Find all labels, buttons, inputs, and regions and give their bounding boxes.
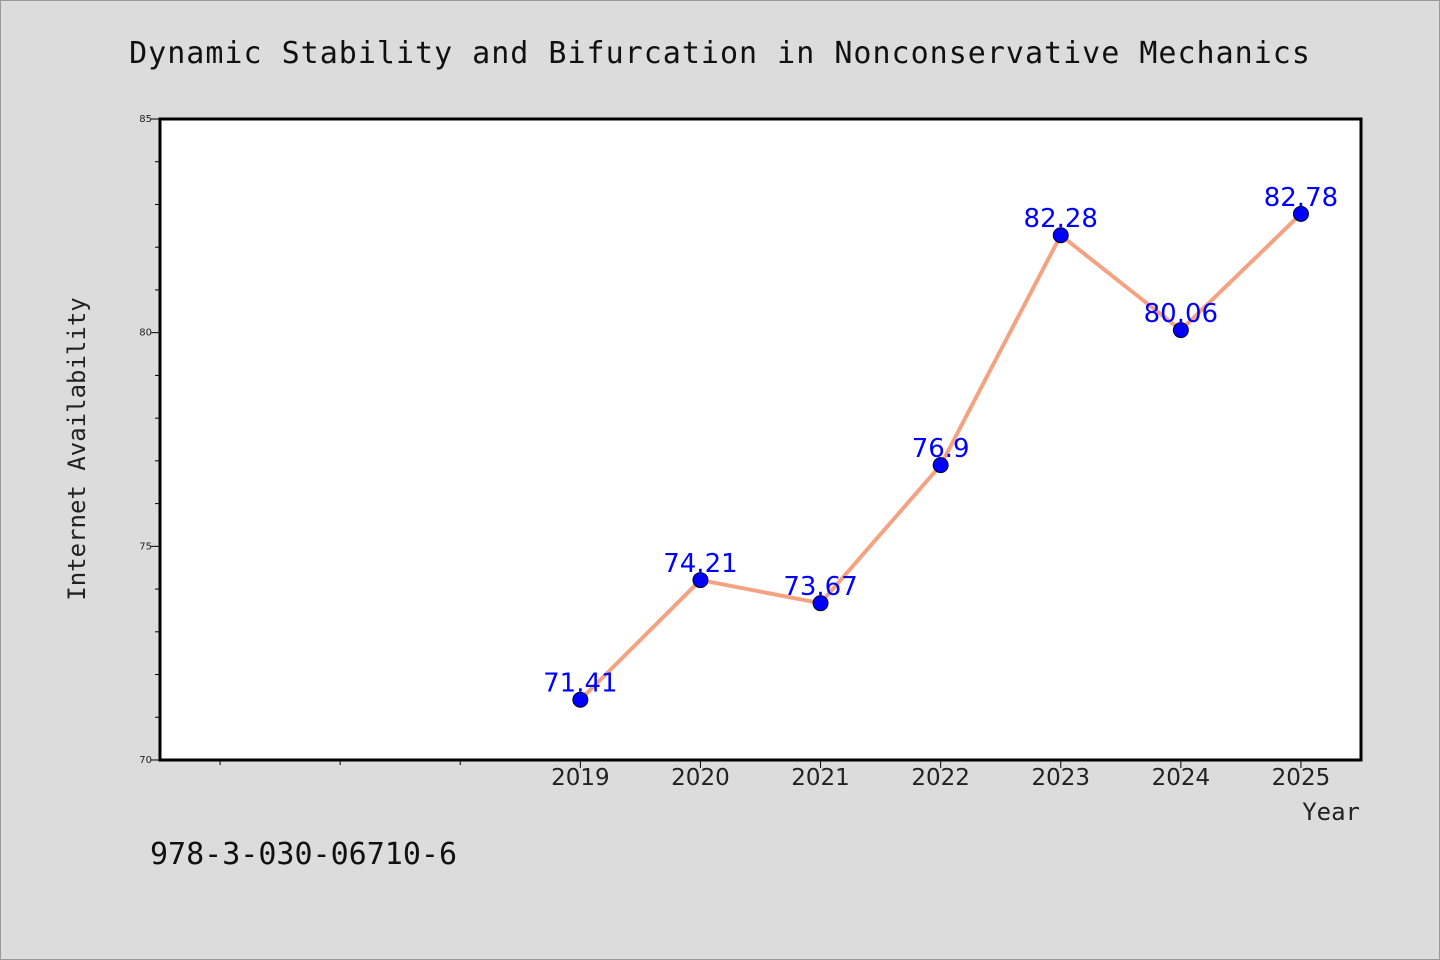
chart-title: Dynamic Stability and Bifurcation in Non… — [129, 36, 1311, 71]
x-axis: 2019 2020 2021 2022 2023 2024 2025 — [219, 760, 1331, 791]
data-point — [1172, 322, 1189, 339]
x-tick-label: 2022 — [911, 765, 970, 791]
y-tick-label: 75 — [139, 541, 152, 552]
isbn-text: 978-3-030-06710-6 — [150, 837, 457, 872]
x-tick-label: 2025 — [1272, 765, 1331, 791]
x-axis-label: Year — [1302, 798, 1360, 826]
data-point — [692, 572, 709, 589]
y-tick-label: 70 — [139, 755, 152, 766]
data-point — [812, 595, 829, 612]
data-label: 76.9 — [912, 434, 970, 464]
y-axis: 70 75 80 85 — [139, 114, 160, 766]
x-tick-label: 2020 — [671, 765, 730, 791]
plot-area — [158, 117, 1363, 762]
data-label: 82.78 — [1264, 183, 1338, 213]
x-tick-label: 2021 — [791, 765, 850, 791]
x-tick-label: 2023 — [1031, 765, 1090, 791]
data-point — [932, 457, 949, 474]
data-point — [572, 691, 589, 708]
data-point — [1052, 227, 1069, 244]
x-tick-label: 2024 — [1152, 765, 1211, 791]
data-label: 80.06 — [1144, 299, 1218, 329]
data-point — [1292, 205, 1309, 222]
y-tick-label: 80 — [139, 328, 152, 339]
data-label: 82.28 — [1024, 204, 1098, 234]
y-axis-label: Internet Availability — [63, 297, 91, 600]
y-tick-label: 85 — [139, 114, 152, 125]
data-label: 73.67 — [783, 572, 857, 602]
data-series: 71.41 74.21 73.67 76.9 82.28 80.06 82.78 — [543, 183, 1338, 708]
data-label: 74.21 — [663, 549, 737, 579]
x-tick-label: 2019 — [551, 765, 610, 791]
data-label: 71.41 — [543, 669, 617, 699]
